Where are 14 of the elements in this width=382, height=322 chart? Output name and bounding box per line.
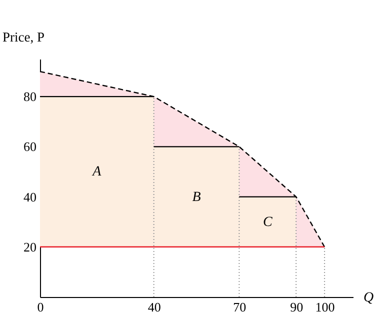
x-tick-label: 40 (148, 300, 161, 314)
annotation: C (262, 214, 273, 230)
annotation: B (192, 190, 202, 205)
y-tick-label: 20 (24, 239, 36, 254)
y-axis-title: Price, P (2, 30, 44, 44)
x-tick-label: 70 (233, 300, 246, 314)
x-tick-label: 90 (290, 300, 304, 314)
y-tick-label: 60 (24, 139, 36, 154)
y-tick-label: 40 (24, 189, 36, 204)
y-tick-label: 80 (24, 89, 36, 104)
annotation: A (92, 164, 102, 180)
x-axis-title: Q (364, 290, 374, 306)
x-tick-label: 100 (315, 300, 335, 314)
x-tick-label: 0 (37, 300, 44, 314)
